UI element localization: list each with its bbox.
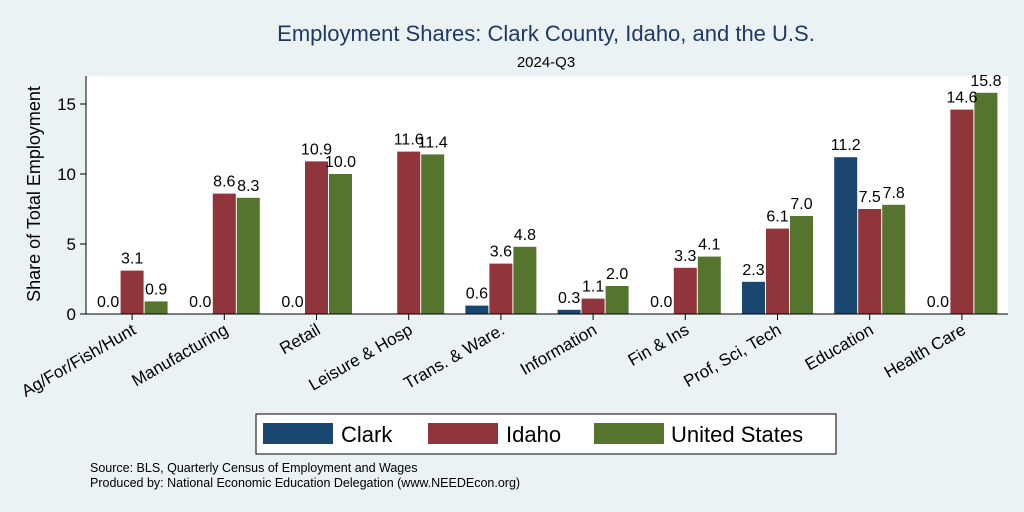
- data-label: 7.8: [883, 185, 905, 202]
- bar-clark-4: [465, 305, 489, 314]
- x-category-label: Fin & Ins: [625, 320, 693, 370]
- bar-idaho-2: [305, 161, 328, 314]
- data-labels-group: 0.0 0.0 0.0 0.6 0.3 0.0 2.3 11.2 0.0 3.1 8.6 10.9 11…: [97, 73, 1002, 311]
- y-tick-label: 5: [67, 235, 76, 254]
- data-label: 11.2: [831, 137, 861, 154]
- bar-united-states-3: [421, 154, 445, 314]
- data-label: 4.1: [698, 237, 720, 254]
- data-label: 3.3: [674, 248, 696, 265]
- data-label: 0.3: [558, 290, 580, 307]
- bar-idaho-3: [397, 151, 421, 314]
- bar-clark-8: [834, 157, 858, 314]
- data-label: 11.4: [418, 134, 448, 151]
- x-category-label: Retail: [276, 320, 323, 358]
- bar-idaho-0: [120, 270, 144, 314]
- source-note: Source: BLS, Quarterly Census of Employm…: [90, 461, 417, 475]
- bar-united-states-2: [329, 174, 352, 314]
- legend-swatch-idaho: [428, 423, 498, 444]
- x-category-label: Leisure & Hosp: [306, 320, 416, 395]
- x-category-label: Education: [802, 320, 877, 374]
- x-category-label: Information: [517, 320, 600, 379]
- y-tick-label: 10: [57, 165, 76, 184]
- data-label: 14.6: [946, 90, 977, 107]
- bar-idaho-8: [858, 209, 882, 314]
- x-category-label: Prof, Sci, Tech: [680, 320, 784, 391]
- legend-label: United States: [671, 422, 803, 447]
- chart-subtitle: 2024-Q3: [517, 54, 575, 71]
- produced-by-note: Produced by: National Economic Education…: [90, 476, 520, 490]
- bar-united-states-5: [605, 286, 629, 314]
- data-label: 1.1: [582, 279, 604, 296]
- chart-title: Employment Shares: Clark County, Idaho, …: [277, 21, 815, 46]
- data-label: 2.3: [742, 262, 764, 279]
- bar-idaho-7: [766, 228, 789, 314]
- data-label: 4.8: [514, 227, 536, 244]
- data-label: 0.0: [281, 294, 303, 311]
- bar-idaho-6: [673, 267, 697, 314]
- y-ticks-group: 0 5 10 15: [57, 95, 86, 324]
- bar-idaho-4: [489, 263, 513, 314]
- bar-idaho-9: [950, 109, 974, 314]
- data-label: 0.0: [97, 294, 119, 311]
- data-label: 0.0: [650, 294, 672, 311]
- bar-united-states-9: [974, 92, 998, 314]
- legend-swatch-clark: [263, 423, 333, 444]
- data-label: 3.1: [121, 251, 143, 268]
- data-label: 7.5: [859, 189, 881, 206]
- bar-united-states-7: [790, 216, 813, 314]
- x-category-label: Manufacturing: [128, 320, 231, 390]
- bars-group: [120, 92, 998, 314]
- data-label: 8.6: [213, 174, 235, 191]
- data-label: 15.8: [970, 73, 1001, 90]
- legend-label: Clark: [341, 422, 393, 447]
- bar-united-states-8: [882, 204, 906, 314]
- legend-label: Idaho: [506, 422, 561, 447]
- x-category-label: Trans. & Ware.: [400, 320, 507, 393]
- bar-idaho-1: [212, 193, 236, 314]
- data-label: 0.6: [466, 286, 488, 303]
- bar-united-states-0: [144, 301, 168, 314]
- y-tick-label: 0: [67, 305, 76, 324]
- data-label: 10.9: [301, 141, 332, 158]
- y-tick-label: 15: [57, 95, 76, 114]
- data-label: 11.6: [394, 132, 424, 149]
- bar-united-states-4: [513, 246, 537, 314]
- data-label: 0.9: [145, 281, 167, 298]
- bar-united-states-6: [697, 256, 721, 314]
- legend-box: [255, 413, 837, 455]
- legend-swatch-united-states: [594, 423, 664, 444]
- bar-idaho-5: [581, 298, 605, 314]
- x-category-label: Health Care: [881, 320, 969, 382]
- bar-united-states-1: [236, 197, 260, 314]
- data-label: 3.6: [490, 244, 512, 261]
- data-label: 8.3: [237, 178, 259, 195]
- data-label: 7.0: [790, 196, 812, 213]
- x-category-label: Ag/For/Fish/Hunt: [18, 320, 139, 401]
- bar-clark-7: [742, 281, 765, 314]
- data-label: 2.0: [606, 266, 628, 283]
- data-label: 0.0: [189, 294, 211, 311]
- bar-clark-5: [557, 309, 581, 314]
- data-label: 6.1: [766, 209, 788, 226]
- legend: Clark Idaho United States: [255, 413, 837, 455]
- y-axis-label: Share of Total Employment: [24, 86, 44, 302]
- data-label: 0.0: [927, 294, 949, 311]
- data-label: 10.0: [325, 154, 356, 171]
